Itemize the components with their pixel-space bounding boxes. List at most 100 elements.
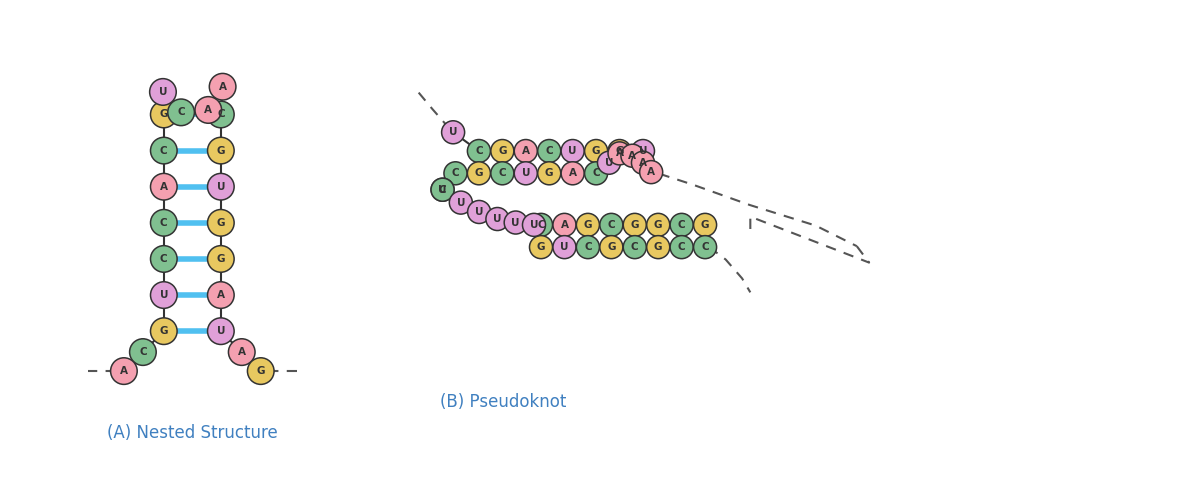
Circle shape	[608, 142, 631, 165]
Circle shape	[608, 139, 631, 162]
Circle shape	[577, 236, 600, 259]
Text: U: U	[605, 158, 613, 168]
Text: C: C	[631, 242, 638, 252]
Circle shape	[150, 137, 177, 164]
Text: U: U	[530, 220, 538, 230]
Text: G: G	[475, 168, 483, 178]
Text: G: G	[591, 146, 600, 156]
Circle shape	[111, 358, 137, 384]
Circle shape	[530, 236, 553, 259]
Text: U: U	[448, 127, 458, 137]
Text: C: C	[593, 168, 600, 178]
Text: C: C	[546, 146, 553, 156]
Circle shape	[208, 209, 234, 236]
Circle shape	[584, 162, 607, 185]
Circle shape	[671, 213, 694, 236]
Text: G: G	[256, 366, 264, 376]
Circle shape	[530, 213, 553, 236]
Text: C: C	[452, 168, 459, 178]
Text: G: G	[545, 168, 553, 178]
Text: G: G	[607, 242, 615, 252]
Text: C: C	[139, 347, 147, 357]
Text: (A) Nested Structure: (A) Nested Structure	[107, 424, 278, 442]
Circle shape	[468, 162, 490, 185]
Text: C: C	[218, 109, 225, 120]
Circle shape	[468, 200, 490, 224]
Circle shape	[150, 318, 177, 345]
Text: U: U	[569, 146, 577, 156]
Circle shape	[694, 236, 716, 259]
Circle shape	[624, 213, 647, 236]
Text: (B) Pseudoknot: (B) Pseudoknot	[440, 393, 567, 411]
Text: C: C	[475, 146, 483, 156]
Text: A: A	[647, 167, 655, 177]
Text: C: C	[678, 242, 685, 252]
Text: G: G	[160, 326, 168, 336]
Text: U: U	[457, 198, 465, 208]
Text: A: A	[522, 146, 530, 156]
Circle shape	[553, 213, 576, 236]
Text: U: U	[512, 218, 520, 227]
Text: G: G	[584, 220, 593, 230]
Circle shape	[647, 236, 670, 259]
Circle shape	[150, 245, 177, 272]
Text: U: U	[216, 182, 225, 191]
Text: U: U	[216, 326, 225, 336]
Circle shape	[432, 178, 454, 201]
Circle shape	[150, 174, 177, 200]
Circle shape	[561, 139, 584, 162]
Circle shape	[537, 162, 560, 185]
Circle shape	[631, 139, 654, 162]
Text: A: A	[615, 148, 624, 158]
Circle shape	[624, 236, 647, 259]
Text: A: A	[569, 168, 577, 178]
Text: G: G	[654, 220, 662, 230]
Circle shape	[553, 236, 576, 259]
Text: G: G	[701, 220, 709, 230]
Text: A: A	[639, 158, 647, 168]
Circle shape	[671, 236, 694, 259]
Text: C: C	[177, 107, 185, 117]
Text: C: C	[160, 218, 167, 228]
Circle shape	[441, 121, 465, 144]
Text: C: C	[701, 242, 709, 252]
Circle shape	[514, 162, 537, 185]
Circle shape	[597, 151, 620, 174]
Circle shape	[490, 162, 514, 185]
Text: C: C	[584, 242, 591, 252]
Circle shape	[537, 139, 560, 162]
Text: A: A	[560, 220, 569, 230]
Circle shape	[647, 213, 670, 236]
Circle shape	[561, 162, 584, 185]
Text: A: A	[204, 105, 213, 115]
Circle shape	[694, 213, 716, 236]
Text: U: U	[560, 242, 569, 252]
Text: G: G	[216, 218, 225, 228]
Circle shape	[150, 282, 177, 308]
Circle shape	[600, 213, 623, 236]
Circle shape	[577, 213, 600, 236]
Circle shape	[208, 318, 234, 345]
Text: A: A	[216, 290, 225, 300]
Circle shape	[490, 139, 514, 162]
Circle shape	[631, 151, 654, 174]
Circle shape	[195, 97, 221, 123]
Text: A: A	[238, 347, 245, 357]
Circle shape	[130, 339, 156, 365]
Text: G: G	[615, 146, 624, 156]
Text: G: G	[654, 242, 662, 252]
Text: G: G	[498, 146, 506, 156]
Circle shape	[150, 101, 177, 128]
Circle shape	[168, 99, 195, 126]
Circle shape	[150, 209, 177, 236]
Text: U: U	[160, 290, 168, 300]
Text: U: U	[638, 146, 647, 156]
Text: U: U	[475, 207, 483, 217]
Text: A: A	[219, 82, 227, 92]
Circle shape	[486, 208, 508, 230]
Text: G: G	[216, 254, 225, 264]
Circle shape	[208, 282, 234, 308]
Circle shape	[432, 178, 454, 201]
Text: C: C	[439, 185, 446, 195]
Text: U: U	[522, 168, 530, 178]
